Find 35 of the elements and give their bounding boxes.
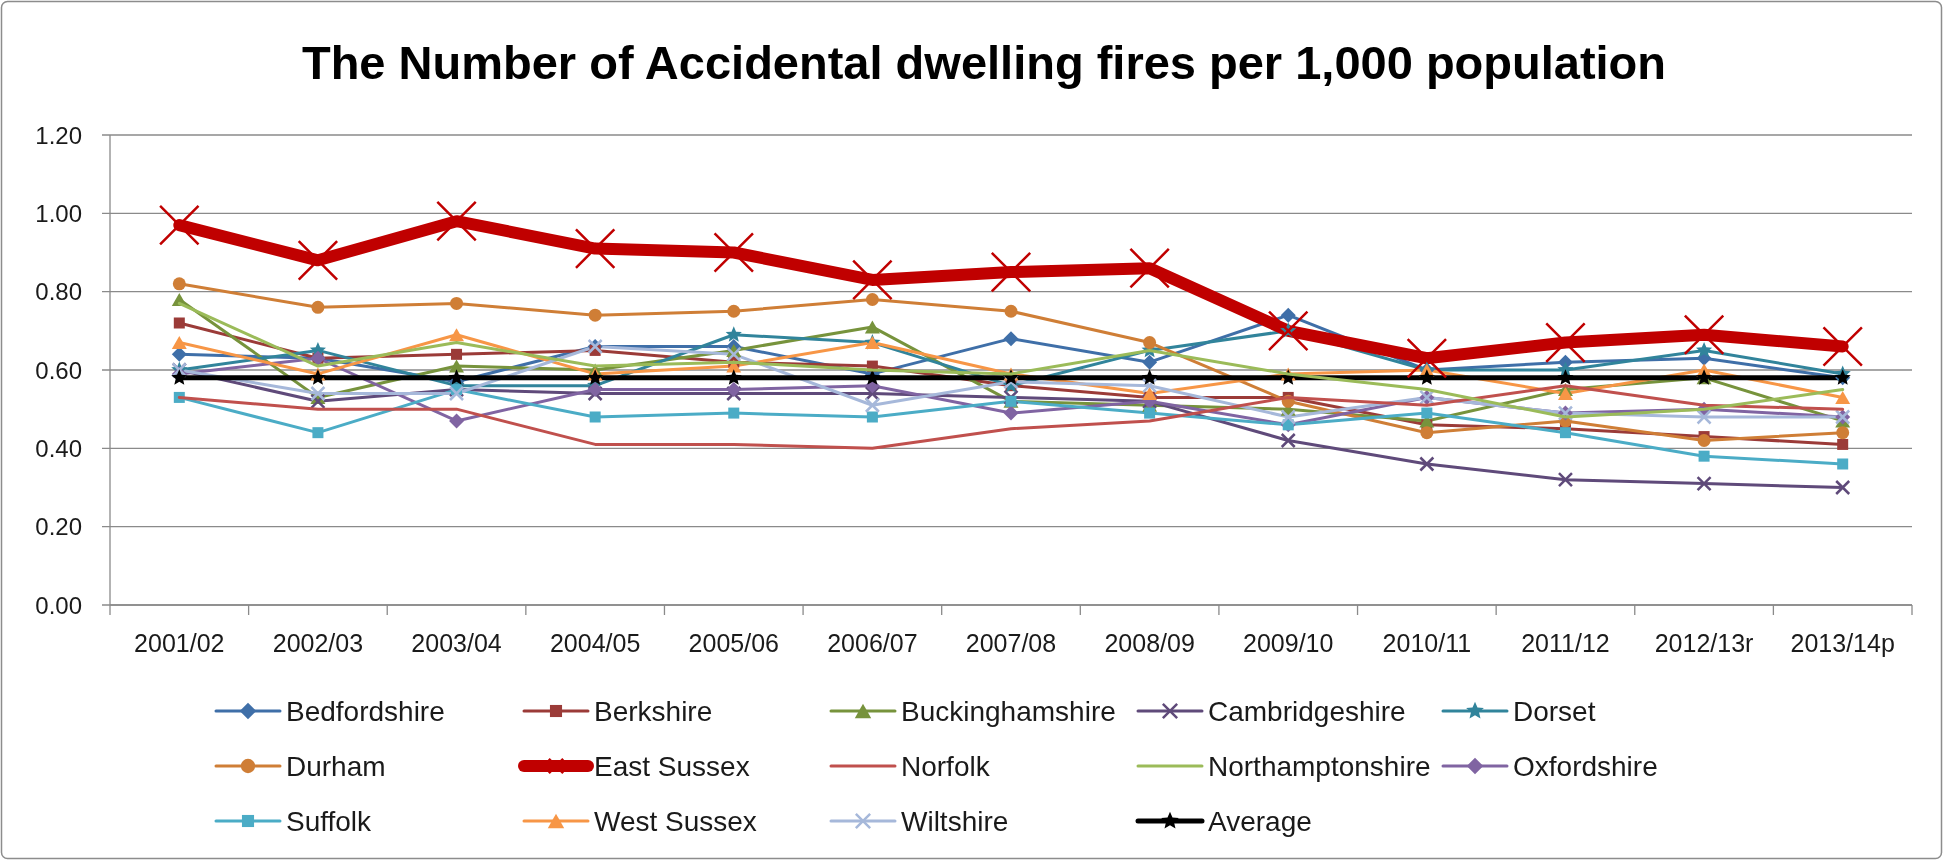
x-tick-label: 2007/08: [965, 629, 1057, 657]
legend-label: East Sussex: [594, 750, 750, 782]
legend-label: Suffolk: [286, 805, 373, 837]
legend-label: Berkshire: [594, 695, 713, 727]
x-tick-label: 2008/09: [1104, 629, 1195, 657]
x-tick-label: 2006/07: [827, 629, 918, 657]
legend-label: West Sussex: [594, 805, 757, 837]
y-tick-label: 0.80: [35, 278, 82, 306]
legend-label: Bedfordshire: [286, 695, 445, 727]
x-tick-label: 2011/12: [1521, 629, 1610, 657]
chart-title: The Number of Accidental dwelling fires per 1,000 population: [301, 35, 1667, 89]
legend-label: Wiltshire: [901, 805, 1009, 837]
y-tick-label: 1.20: [35, 121, 82, 149]
x-tick-label: 2013/14p: [1790, 629, 1895, 657]
x-tick-label: 2012/13r: [1654, 629, 1754, 657]
legend-label: Average: [1208, 805, 1312, 837]
x-tick-label: 2002/03: [272, 629, 364, 657]
legend-label: Northamptonshire: [1208, 750, 1431, 782]
x-tick-label: 2004/05: [549, 629, 641, 657]
x-tick-label: 2005/06: [688, 629, 779, 657]
legend-label: Norfolk: [901, 750, 991, 782]
x-tick-label: 2009/10: [1243, 629, 1334, 657]
y-tick-label: 1.00: [35, 199, 82, 227]
y-tick-label: 0.60: [35, 356, 82, 384]
legend-label: Dorset: [1513, 695, 1596, 727]
legend-label: Durham: [286, 750, 386, 782]
y-tick-label: 0.20: [35, 513, 82, 541]
x-tick-label: 2010/11: [1382, 629, 1472, 657]
x-tick-label: 2001/02: [134, 629, 225, 657]
legend-label: Cambridgeshire: [1208, 695, 1406, 727]
y-tick-label: 0.00: [35, 591, 82, 619]
legend-label: Buckinghamshire: [901, 695, 1116, 727]
x-tick-label: 2003/04: [411, 629, 502, 657]
legend-label: Oxfordshire: [1513, 750, 1658, 782]
y-tick-label: 0.40: [35, 434, 82, 462]
